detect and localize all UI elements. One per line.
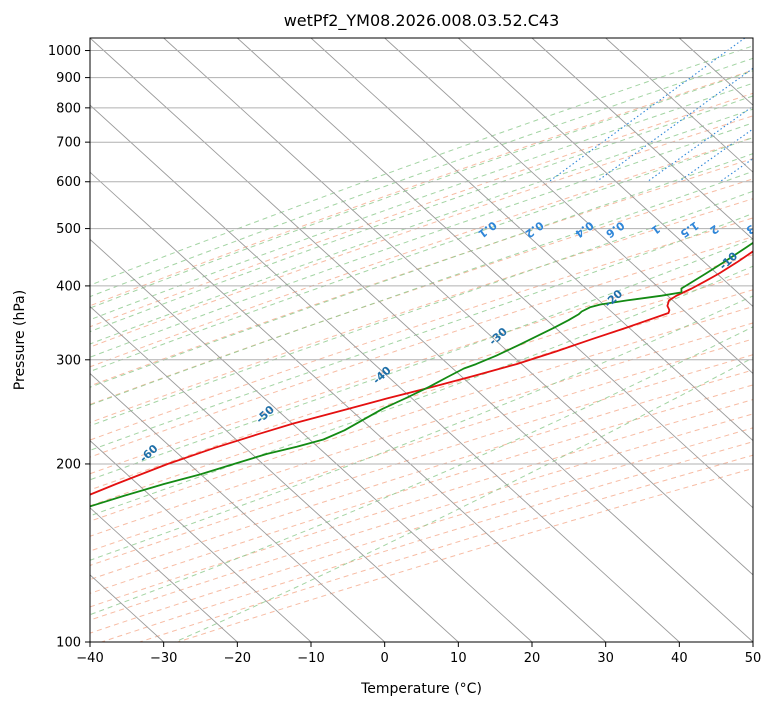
isotherm-line [384, 38, 753, 375]
dry-adiabat-line [90, 69, 753, 307]
dry-adiabat-line [90, 369, 753, 581]
y-tick-label: 600 [56, 175, 81, 190]
moist-adiabat-line [90, 265, 753, 517]
moist-adiabat-line [90, 45, 753, 286]
y-tick-label: 1000 [48, 44, 81, 59]
isotherm-line [457, 38, 753, 308]
isotherm-line [163, 38, 753, 576]
mixing-ratio-line [754, 38, 775, 182]
mixing-ratio-line [678, 128, 753, 183]
x-tick-label: 0 [381, 651, 389, 666]
moist-adiabat-line [90, 82, 753, 321]
y-tick-label: 700 [56, 136, 81, 151]
moist-adiabat-line [90, 326, 753, 616]
y-tick-label: 400 [56, 279, 81, 294]
dry-adiabat-line [90, 254, 753, 475]
y-tick-label: 300 [56, 353, 81, 368]
isotherm-line [605, 38, 753, 173]
pressure-gridlines [90, 50, 753, 642]
isotherm-line [752, 38, 753, 39]
isotherm-line [90, 238, 533, 642]
isotherm-line [90, 171, 607, 642]
y-tick-label: 100 [56, 636, 81, 651]
y-tick-label: 800 [56, 101, 81, 116]
isotherm-label: -70 [20, 482, 44, 505]
x-axis-ticks: −40 −30 −20 −10 0 10 20 30 40 50 [76, 642, 761, 666]
isotherm-line [90, 38, 753, 642]
plot-frame [89, 37, 754, 643]
moist-adiabat-line [90, 108, 753, 345]
dry-adiabat-line [90, 115, 753, 348]
x-tick-label: −40 [76, 651, 103, 666]
isotherm-line [90, 507, 238, 642]
moist-adiabat-line [90, 237, 753, 481]
isotherm-line [90, 372, 386, 642]
temperature-profile-line [90, 250, 753, 496]
chart-title: wetPf2_YM08.2026.008.03.52.C43 [284, 11, 560, 31]
dry-adiabat-line [90, 338, 753, 552]
isotherm-line [531, 38, 753, 240]
x-tick-label: 40 [671, 651, 688, 666]
mixing-ratio-label: 4 [770, 222, 775, 237]
x-tick-label: 50 [745, 651, 762, 666]
mixing-ratio-lines [548, 38, 775, 183]
y-axis-ticks: 1000 900 800 700 600 500 400 300 200 100 [48, 44, 90, 651]
isotherm-line [236, 38, 753, 509]
dry-adiabat-line [90, 236, 753, 458]
moist-adiabat-line [90, 170, 753, 406]
x-tick-label: 10 [450, 651, 467, 666]
mixing-ratio-line [548, 38, 746, 183]
isotherm-line [90, 305, 459, 642]
dewpoint-profile-line [90, 241, 753, 508]
profile-series [90, 241, 753, 508]
y-tick-label: 900 [56, 71, 81, 86]
moist-adiabat-line [90, 212, 753, 451]
moist-adiabat-line [90, 57, 753, 298]
y-tick-label: 500 [56, 222, 81, 237]
dry-adiabat-line [90, 384, 753, 594]
y-axis-label: Pressure (hPa) [12, 290, 28, 390]
x-tick-label: −20 [224, 651, 251, 666]
x-tick-label: 20 [524, 651, 541, 666]
moist-adiabat-line [90, 95, 753, 333]
isotherm-line [90, 440, 312, 642]
moist-adiabats [90, 45, 753, 642]
isotherm-line [90, 104, 680, 642]
x-tick-label: 30 [597, 651, 614, 666]
plot-area: 0.10.20.40.611.52346810131620253036-100-… [20, 38, 775, 642]
dry-adiabat-line [90, 198, 753, 424]
y-tick-label: 200 [56, 457, 81, 472]
isotherm-line [310, 38, 753, 442]
dry-adiabat-line [90, 136, 753, 368]
mixing-ratio-label: 3 [743, 222, 757, 237]
x-axis-label: Temperature (°C) [360, 681, 482, 697]
isotherms [90, 38, 753, 642]
x-tick-label: −30 [150, 651, 177, 666]
x-tick-label: −10 [297, 651, 324, 666]
